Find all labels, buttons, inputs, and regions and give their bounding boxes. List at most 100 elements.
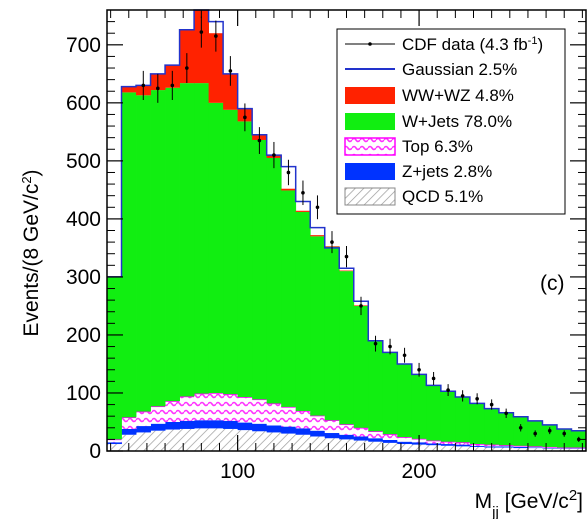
bar-top (252, 399, 268, 424)
bar-qcd (324, 438, 340, 451)
bar-top (165, 401, 180, 422)
legend-zjets-swatch (345, 163, 395, 180)
data-point (504, 408, 508, 418)
bar-top (426, 440, 442, 444)
bar-wjets (121, 92, 137, 418)
data-point (243, 103, 247, 132)
bar-top (310, 415, 326, 431)
y-tick-label: 200 (66, 324, 101, 347)
y-tick-label: 700 (66, 34, 101, 57)
bar-zjets (208, 420, 224, 429)
bar-qcd (571, 448, 587, 451)
bar-qcd (136, 432, 151, 451)
bar-qcd (542, 448, 558, 451)
bar-zjets (542, 448, 558, 449)
bar-wjets (397, 363, 413, 438)
bar-qcd (498, 447, 514, 451)
data-point (518, 424, 523, 432)
bar-wwwz (281, 188, 297, 191)
bar-zjets (513, 446, 529, 449)
x-tick-label: 100 (220, 460, 255, 483)
data-point (199, 16, 204, 48)
bar-wjets (295, 211, 311, 411)
bar-top (324, 420, 340, 434)
data-point (156, 73, 160, 103)
data-point (373, 335, 378, 352)
data-point (475, 393, 479, 405)
bar-wjets (484, 408, 500, 445)
data-point-marker (315, 205, 320, 210)
bar-zjets (136, 426, 151, 433)
bar-qcd (237, 430, 253, 451)
bar-zjets (527, 447, 543, 449)
bar-qcd (281, 433, 297, 451)
bar-wjets (426, 385, 442, 441)
data-point-marker (359, 304, 363, 308)
bar-top (368, 431, 384, 439)
bar-top (469, 444, 485, 446)
bar-zjets (150, 423, 166, 431)
bar-wjets (324, 246, 340, 421)
bar-zjets (165, 421, 180, 430)
data-point (257, 127, 262, 154)
bar-wjets (194, 83, 210, 394)
bar-zjets (339, 434, 355, 440)
bar-wwwz (339, 270, 355, 272)
bar-wjets (411, 374, 427, 439)
x-axis-title-main: M (475, 490, 493, 513)
bar-top (455, 442, 471, 445)
data-point-marker (214, 34, 218, 38)
y-axis-title-end: ) (20, 169, 43, 176)
bar-qcd (469, 446, 485, 451)
bar-top (382, 434, 398, 440)
y-tick-label: 400 (66, 208, 101, 231)
bar-qcd (397, 444, 413, 451)
bar-qcd (165, 429, 180, 451)
bar-zjets (353, 436, 369, 441)
legend-zjets-label: Z+jets 2.8% (402, 162, 492, 181)
data-point-marker (518, 425, 523, 430)
data-point-marker (402, 353, 407, 358)
bar-zjets (223, 420, 239, 429)
legend-wwwz-swatch (345, 87, 395, 104)
data-point (228, 56, 233, 86)
data-point-marker (330, 240, 334, 244)
bar-wjets (179, 83, 195, 397)
bar-wjets (266, 157, 282, 404)
data-point-marker (286, 170, 291, 175)
bar-qcd (368, 441, 384, 451)
data-point-marker (170, 83, 175, 88)
data-point (344, 245, 349, 268)
data-point-marker (446, 388, 450, 392)
data-point-marker (475, 396, 479, 401)
bar-qcd (179, 428, 195, 451)
bar-wwwz (310, 235, 326, 237)
bar-wjets (237, 121, 253, 398)
bar-top (179, 396, 195, 421)
bar-top (339, 424, 355, 435)
bar-top (397, 437, 413, 442)
bar-qcd (252, 431, 268, 451)
bar-wjets (353, 305, 369, 428)
legend-data-label-main: CDF data (4.3 fb (402, 35, 528, 54)
legend-wjets-label: W+Jets 78.0% (402, 112, 512, 131)
bar-wjets (556, 428, 572, 448)
data-point (417, 362, 421, 377)
y-axis-title-sup: 2 (19, 176, 34, 183)
legend-wwwz-label: WW+WZ 4.8% (402, 86, 514, 105)
bar-qcd (310, 436, 326, 451)
legend-data-marker-dot (368, 42, 372, 46)
bar-top (237, 397, 253, 423)
bar-zjets (179, 420, 195, 429)
data-point (214, 20, 218, 52)
data-point (431, 371, 436, 385)
bar-qcd (223, 428, 239, 451)
bar-top (121, 417, 137, 429)
bar-zjets (310, 430, 326, 437)
bar-qcd (353, 440, 369, 451)
bar-zjets (426, 443, 442, 446)
panel-label: (c) (540, 272, 565, 295)
y-tick-label: 500 (66, 150, 101, 173)
bar-wwwz (295, 210, 311, 212)
